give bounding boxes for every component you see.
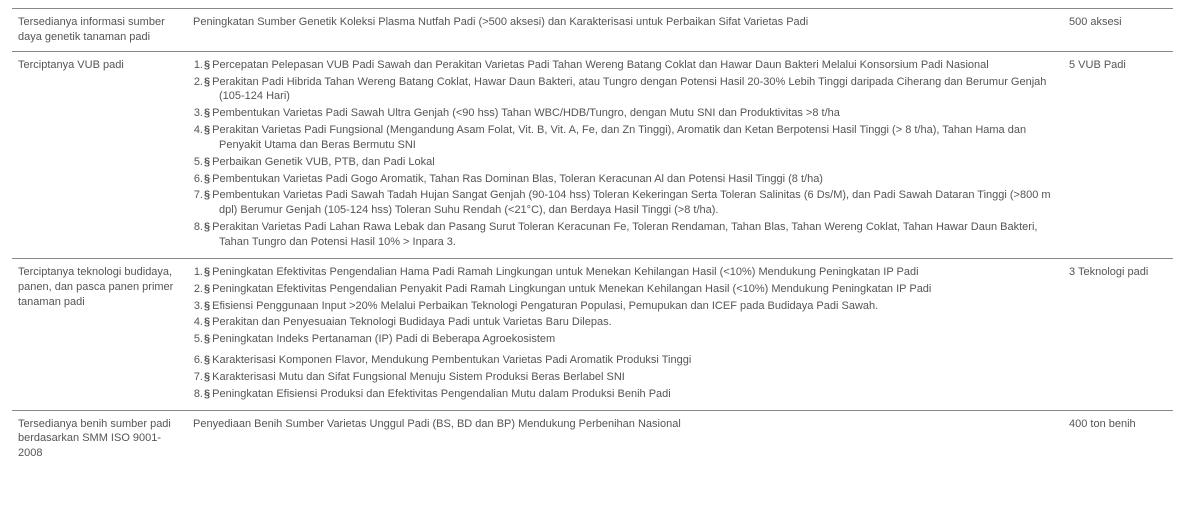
list-item: 6.§Pembentukan Varietas Padi Gogo Aromat… — [193, 172, 1057, 189]
list-item: 1.§Percepatan Pelepasan VUB Padi Sawah d… — [193, 58, 1057, 75]
list-item: 2.§Perakitan Padi Hibrida Tahan Wereng B… — [193, 75, 1057, 107]
list-item: 7.§Pembentukan Varietas Padi Sawah Tadah… — [193, 188, 1057, 220]
table-row: Tersedianya informasi sumber daya geneti… — [12, 9, 1173, 52]
list-item: 5.§Peningkatan Indeks Pertanaman (IP) Pa… — [193, 332, 1057, 349]
list-item-text: Peningkatan Efektivitas Pengendalian Ham… — [212, 266, 918, 278]
activity-list: 1.§Percepatan Pelepasan VUB Padi Sawah d… — [193, 58, 1057, 252]
list-item: 1.§Peningkatan Efektivitas Pengendalian … — [193, 265, 1057, 282]
cell-indicator: Terciptanya VUB padi — [12, 51, 187, 258]
list-item: 8.§Peningkatan Efisiensi Produksi dan Ef… — [193, 387, 1057, 404]
list-item: 2.§Peningkatan Efektivitas Pengendalian … — [193, 282, 1057, 299]
list-item-text: Peningkatan Efektivitas Pengendalian Pen… — [212, 283, 931, 295]
list-item-text: Perakitan Varietas Padi Fungsional (Meng… — [212, 124, 1026, 151]
list-item-text: Pembentukan Varietas Padi Sawah Tadah Hu… — [212, 189, 1050, 216]
list-item-text: Percepatan Pelepasan VUB Padi Sawah dan … — [212, 59, 989, 71]
cell-target: 400 ton benih — [1063, 410, 1173, 467]
list-item: 5.§Perbaikan Genetik VUB, PTB, dan Padi … — [193, 155, 1057, 172]
list-item-text: Perakitan Padi Hibrida Tahan Wereng Bata… — [212, 76, 1046, 103]
list-item: 8.§Perakitan Varietas Padi Lahan Rawa Le… — [193, 220, 1057, 252]
cell-indicator: Tersedianya benih sumber padi berdasarka… — [12, 410, 187, 467]
cell-activity: Peningkatan Sumber Genetik Koleksi Plasm… — [187, 9, 1063, 52]
list-item-text: Pembentukan Varietas Padi Sawah Ultra Ge… — [212, 107, 840, 119]
cell-indicator: Tersedianya informasi sumber daya geneti… — [12, 9, 187, 52]
list-item-text: Perbaikan Genetik VUB, PTB, dan Padi Lok… — [212, 156, 435, 168]
cell-target: 3 Teknologi padi — [1063, 258, 1173, 410]
plan-table-body: Tersedianya informasi sumber daya geneti… — [12, 9, 1173, 468]
list-item-text: Peningkatan Efisiensi Produksi dan Efekt… — [212, 388, 671, 400]
list-item-text: Karakterisasi Mutu dan Sifat Fungsional … — [212, 371, 625, 383]
table-row: Tersedianya benih sumber padi berdasarka… — [12, 410, 1173, 467]
list-item: 7.§Karakterisasi Mutu dan Sifat Fungsion… — [193, 370, 1057, 387]
cell-activity: 1.§Peningkatan Efektivitas Pengendalian … — [187, 258, 1063, 410]
cell-activity: Penyediaan Benih Sumber Varietas Unggul … — [187, 410, 1063, 467]
cell-indicator: Terciptanya teknologi budidaya, panen, d… — [12, 258, 187, 410]
activity-list: 6.§Karakterisasi Komponen Flavor, Menduk… — [193, 353, 1057, 404]
list-item-text: Perakitan dan Penyesuaian Teknologi Budi… — [212, 316, 612, 328]
list-item-text: Efisiensi Penggunaan Input >20% Melalui … — [212, 300, 878, 312]
table-row: Terciptanya VUB padi 1.§Percepatan Pelep… — [12, 51, 1173, 258]
plan-table: Tersedianya informasi sumber daya geneti… — [12, 8, 1173, 467]
activity-list: 1.§Peningkatan Efektivitas Pengendalian … — [193, 265, 1057, 349]
cell-activity: 1.§Percepatan Pelepasan VUB Padi Sawah d… — [187, 51, 1063, 258]
list-item-text: Peningkatan Indeks Pertanaman (IP) Padi … — [212, 333, 555, 345]
list-item-text: Pembentukan Varietas Padi Gogo Aromatik,… — [212, 173, 823, 185]
list-item: 3.§Pembentukan Varietas Padi Sawah Ultra… — [193, 106, 1057, 123]
cell-target: 5 VUB Padi — [1063, 51, 1173, 258]
list-item-text: Perakitan Varietas Padi Lahan Rawa Lebak… — [212, 221, 1037, 248]
list-item: 4.§Perakitan Varietas Padi Fungsional (M… — [193, 123, 1057, 155]
list-item: 4.§Perakitan dan Penyesuaian Teknologi B… — [193, 315, 1057, 332]
list-item-text: Karakterisasi Komponen Flavor, Mendukung… — [212, 354, 691, 366]
list-item: 6.§Karakterisasi Komponen Flavor, Menduk… — [193, 353, 1057, 370]
table-row: Terciptanya teknologi budidaya, panen, d… — [12, 258, 1173, 410]
cell-target: 500 aksesi — [1063, 9, 1173, 52]
list-item: 3.§Efisiensi Penggunaan Input >20% Melal… — [193, 299, 1057, 316]
